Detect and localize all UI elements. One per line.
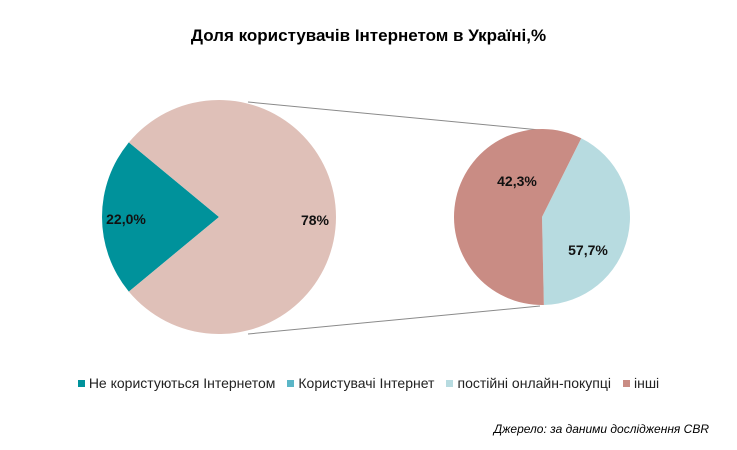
pie-slice <box>128 99 336 334</box>
data-label: 22,0% <box>106 211 146 227</box>
pie-labels: 42,3% 57,7% 22,0% 78% <box>106 173 608 258</box>
legend-swatch <box>287 379 295 387</box>
legend-label: Не користуються Інтернетом <box>88 375 276 391</box>
data-label: 57,7% <box>568 242 608 258</box>
legend-item: Не користуються Інтернетом <box>77 375 276 391</box>
primary-pie <box>101 99 336 334</box>
source-note: Джерело: за даними дослідження CBR <box>493 422 709 436</box>
chart-title: Доля користувачів Інтернетом в Україні,% <box>190 26 547 45</box>
data-label: 42,3% <box>497 173 537 189</box>
legend-swatch <box>446 379 454 387</box>
legend-label: Користувачі Інтернет <box>298 375 435 391</box>
legend-item: Користувачі Інтернет <box>287 375 434 391</box>
secondary-pie <box>453 128 630 305</box>
pie-slice <box>453 128 582 305</box>
chart-legend: Не користуються Інтернетом Користувачі І… <box>0 375 737 391</box>
connector-line <box>247 101 541 131</box>
legend-swatch <box>77 379 85 387</box>
connector-line <box>247 305 541 335</box>
data-label: 78% <box>301 212 330 228</box>
legend-label: інші <box>633 375 660 391</box>
legend-item: постійні онлайн-покупці <box>446 375 611 391</box>
legend-swatch <box>622 379 630 387</box>
legend-label: постійні онлайн-покупці <box>457 375 611 391</box>
pie-slice <box>101 142 219 292</box>
connector-lines <box>247 101 541 335</box>
pie-slice <box>542 138 630 305</box>
legend-item: інші <box>622 375 660 391</box>
